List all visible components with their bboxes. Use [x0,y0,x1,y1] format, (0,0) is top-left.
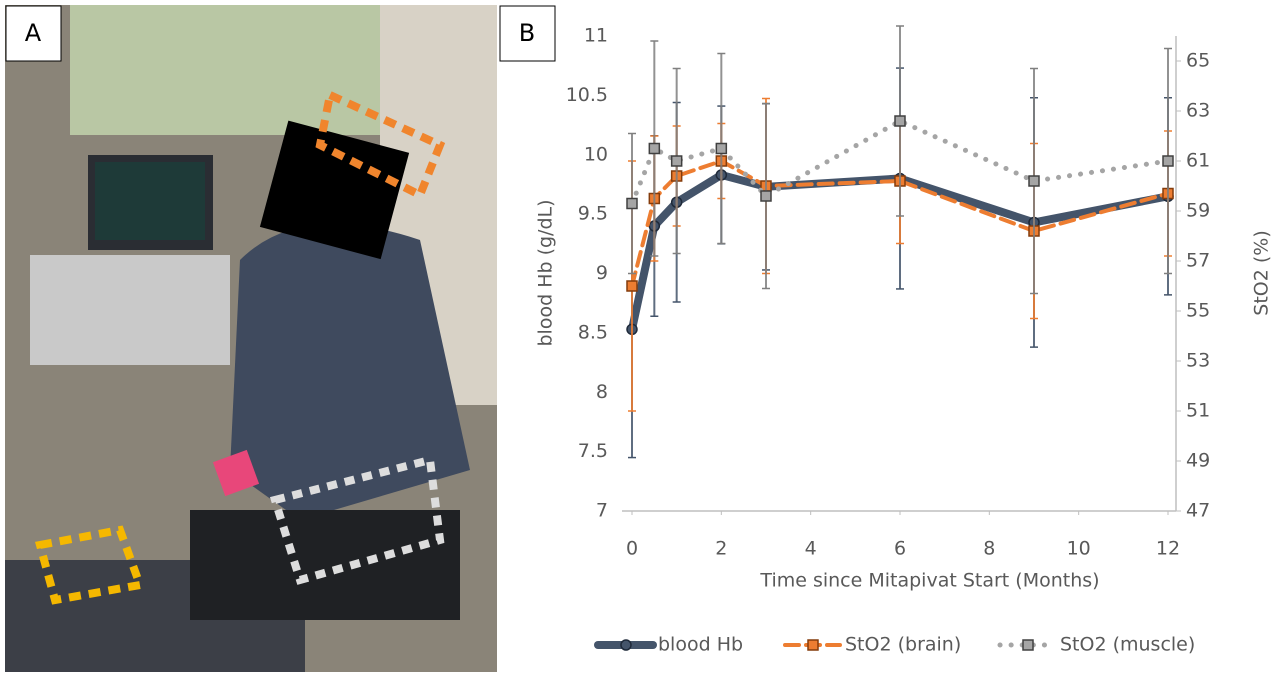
y-tick-label: 8 [596,381,608,403]
y-tick-label: 9 [596,262,608,284]
legend-label: StO2 (brain) [845,634,961,656]
x-axis-label: Time since Mitapivat Start (Months) [759,570,1099,592]
y-tick-label: 10.5 [566,84,608,106]
photo [5,5,497,672]
y2-tick-label: 47 [1186,500,1210,522]
legend-marker [621,640,631,650]
x-tick-label: 2 [715,538,727,560]
y2-tick-label: 55 [1186,300,1210,322]
point [716,144,726,154]
y-tick-label: 10 [584,143,608,165]
y2-tick-label: 49 [1186,450,1210,472]
y2-axis-label: StO2 (%) [1251,230,1273,315]
y2-tick-label: 65 [1186,50,1210,72]
legend-label: StO2 (muscle) [1060,634,1195,656]
y-tick-label: 8.5 [578,321,608,343]
point [1029,176,1039,186]
point [1163,156,1173,166]
point [649,144,659,154]
x-tick-label: 8 [983,538,995,560]
point [627,199,637,209]
y-tick-label: 11 [584,25,608,47]
legend-label: blood Hb [658,634,743,656]
y-tick-label: 7.5 [578,440,608,462]
y2-tick-label: 51 [1186,400,1210,422]
y2-tick-label: 53 [1186,350,1210,372]
y-tick-label: 9.5 [578,203,608,225]
x-tick-label: 4 [805,538,817,560]
point [672,156,682,166]
panel-label: A [25,19,42,47]
x-tick-label: 6 [894,538,906,560]
x-tick-label: 12 [1156,538,1180,560]
y2-tick-label: 61 [1186,150,1210,172]
point [761,191,771,201]
y2-tick-label: 63 [1186,100,1210,122]
page: {"panels": ["A", "B"], "chart_data": {"t… [0,0,1285,674]
legend-marker [1023,640,1033,650]
panel-label: B [519,19,535,47]
y-tick-label: 7 [596,500,608,522]
figure: A B Time since Mitapivat Start (Months) … [0,0,1285,674]
point [895,116,905,126]
legend-marker [808,640,818,650]
point [627,281,637,291]
y2-tick-label: 59 [1186,200,1210,222]
y-axis-label: blood Hb (g/dL) [535,199,557,346]
x-tick-label: 10 [1067,538,1091,560]
x-tick-label: 0 [626,538,638,560]
y2-tick-label: 57 [1186,250,1210,272]
